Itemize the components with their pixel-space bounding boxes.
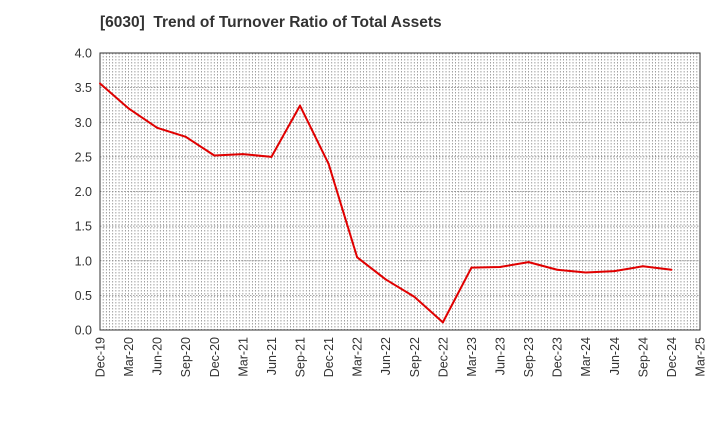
data-point	[641, 265, 644, 268]
x-tick-label: Mar-20	[122, 337, 136, 377]
data-point	[241, 153, 244, 156]
x-tick-label: Dec-19	[94, 337, 108, 377]
x-tick-label: Jun-24	[608, 337, 622, 375]
x-axis-ticks: Dec-19 Mar-20 Jun-20 Sep-20 Dec-20 Mar-21 Jun-…	[94, 337, 708, 377]
x-tick-label: Sep-24	[636, 337, 650, 377]
y-tick-label: 0.0	[75, 324, 92, 338]
gridlines	[100, 53, 700, 330]
y-tick-label: 3.5	[75, 81, 92, 95]
data-point	[584, 271, 587, 274]
x-tick-label: Dec-23	[551, 337, 565, 377]
y-tick-label: 1.5	[75, 220, 92, 234]
data-point	[356, 256, 359, 259]
x-tick-label: Jun-20	[151, 337, 165, 375]
data-point	[384, 278, 387, 281]
x-tick-label: Dec-22	[436, 337, 450, 377]
x-tick-label: Dec-21	[322, 337, 336, 377]
x-tick-label: Mar-25	[694, 337, 708, 377]
x-tick-label: Jun-22	[379, 337, 393, 375]
y-tick-label: 2.0	[75, 185, 92, 199]
x-tick-label: Mar-22	[351, 337, 365, 377]
data-point	[127, 107, 130, 110]
x-tick-label: Mar-24	[579, 337, 593, 377]
data-point	[470, 266, 473, 269]
data-point	[613, 270, 616, 273]
series-layer	[99, 82, 673, 324]
x-tick-label: Mar-23	[465, 337, 479, 377]
x-tick-label: Sep-23	[522, 337, 536, 377]
data-point	[184, 135, 187, 138]
x-tick-label: Sep-20	[179, 337, 193, 377]
data-point	[270, 155, 273, 158]
y-tick-label: 0.5	[75, 289, 92, 303]
data-point	[413, 295, 416, 298]
data-point	[213, 154, 216, 157]
data-point	[327, 162, 330, 165]
y-tick-label: 4.0	[75, 47, 92, 61]
y-axis-ticks: 0.0 0.5 1.0 1.5 2.0 2.5 3.0 3.5 4.0	[75, 47, 92, 338]
data-point	[441, 321, 444, 324]
data-point	[299, 104, 301, 107]
data-point	[156, 126, 159, 129]
chart-title: [6030] Trend of Turnover Ratio of Total …	[100, 14, 442, 31]
data-point	[527, 261, 530, 264]
data-point	[556, 268, 559, 271]
x-tick-label: Sep-22	[408, 337, 422, 377]
x-tick-label: Mar-21	[236, 337, 250, 377]
x-tick-label: Dec-20	[208, 337, 222, 377]
y-tick-label: 3.0	[75, 116, 92, 130]
plot-frame	[99, 52, 701, 331]
x-tick-label: Sep-21	[294, 337, 308, 377]
data-point	[670, 268, 673, 271]
data-point	[99, 82, 101, 85]
y-tick-label: 1.0	[75, 254, 92, 268]
x-tick-label: Jun-23	[494, 337, 508, 375]
data-point	[499, 265, 501, 268]
x-tick-label: Dec-24	[665, 337, 679, 377]
y-tick-label: 2.5	[75, 150, 92, 164]
x-tick-label: Jun-21	[265, 337, 279, 375]
